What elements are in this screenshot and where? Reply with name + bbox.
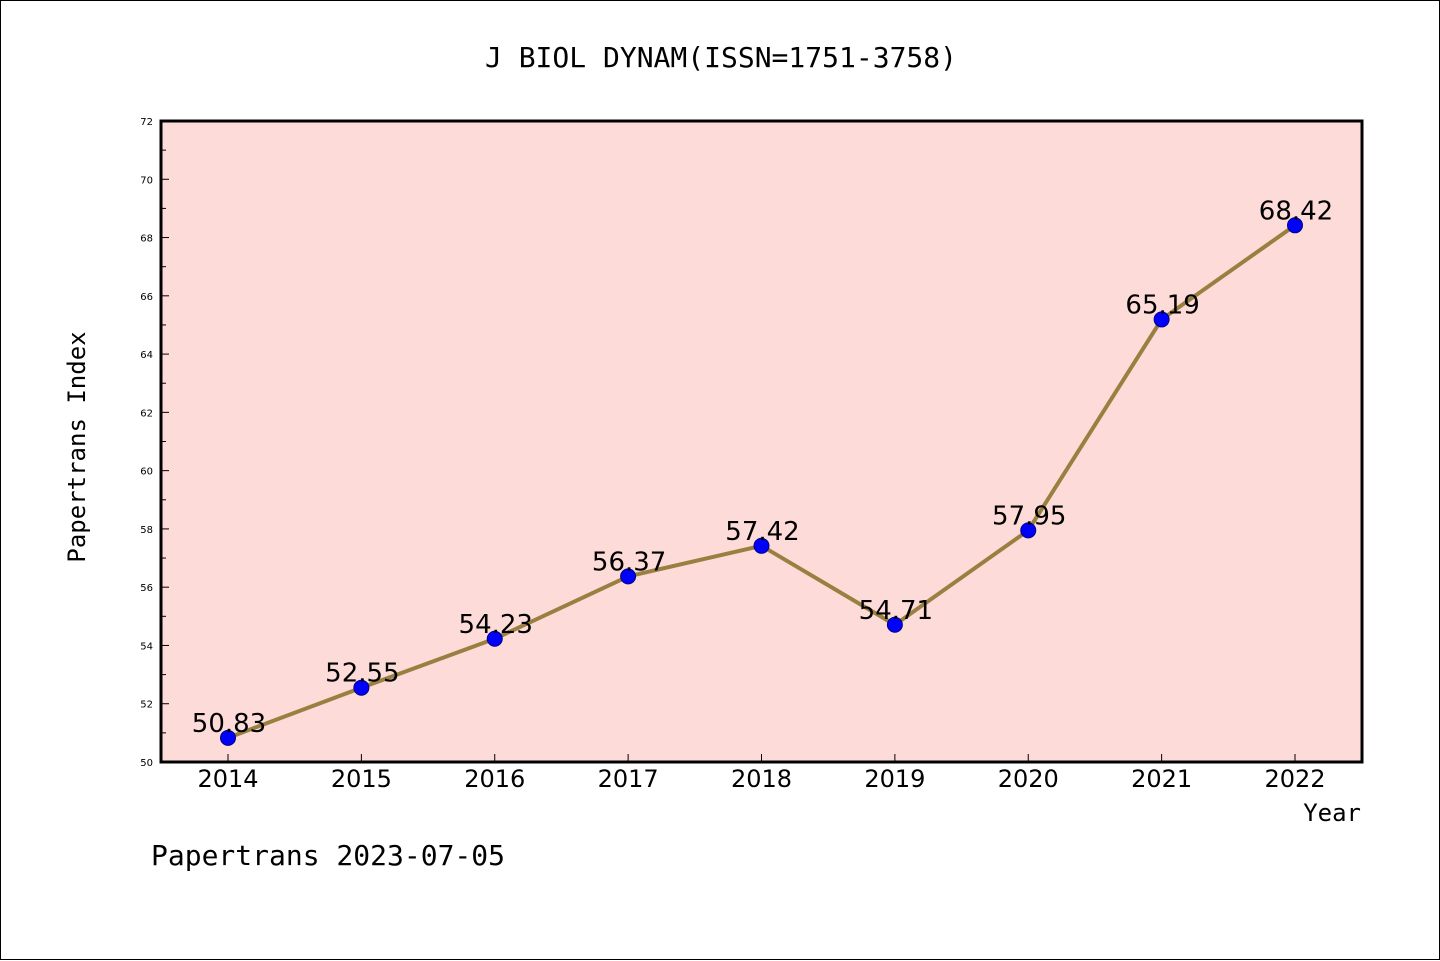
x-tick-label: 2020 [998,765,1059,793]
y-tick-label: 60 [140,467,153,478]
y-axis-label: Papertrans Index [63,331,91,562]
x-axis: 2014 2015 2016 2017 2018 2019 2020 2021 2022 [197,754,1326,793]
data-label: 57.42 [725,517,799,547]
x-tick-label: 2016 [464,765,525,793]
y-axis: 50 52 54 56 58 60 62 64 66 68 70 72 [140,117,169,769]
data-label: 65.19 [1125,290,1199,320]
data-point [620,568,637,585]
y-tick-label: 68 [140,234,153,245]
y-tick-label: 56 [140,583,153,594]
x-tick-label: 2014 [197,765,258,793]
x-tick-label: 2021 [1131,765,1192,793]
data-point [220,729,236,746]
data-point [486,630,503,647]
data-point [353,679,370,696]
y-tick-label: 62 [140,408,153,419]
y-tick-label: 52 [140,700,153,711]
data-label: 68.42 [1259,196,1333,226]
data-label: 56.37 [592,547,666,577]
footer-credit: Papertrans 2023-07-05 [151,839,505,872]
series-papertrans-index [220,217,1303,746]
plot-area [159,119,1364,764]
data-point [1153,311,1170,328]
x-tick-label: 2022 [1264,765,1325,793]
data-point [753,537,770,554]
data-point [1287,217,1303,234]
y-tick-label: 64 [140,350,153,361]
data-point [886,616,903,633]
data-point [1020,522,1037,539]
y-tick-label: 58 [140,525,153,536]
chart-title: J BIOL DYNAM(ISSN=1751-3758) [485,41,957,74]
x-tick-label: 2015 [331,765,392,793]
y-tick-label: 70 [140,175,153,186]
y-tick-label: 54 [140,641,153,652]
y-tick-label: 50 [140,758,153,769]
data-label: 54.71 [859,596,933,626]
x-tick-label: 2017 [598,765,659,793]
y-tick-label: 66 [140,292,153,303]
y-tick-label: 72 [140,117,153,128]
x-axis-label: Year [1303,799,1361,827]
data-labels: 50.83 52.55 54.23 56.37 57.42 54.71 57.95 65.19… [192,196,1333,739]
x-tick-label: 2019 [864,765,925,793]
data-label: 54.23 [459,610,533,640]
data-label: 50.83 [192,709,266,739]
data-label: 52.55 [325,659,399,689]
x-tick-label: 2018 [731,765,792,793]
data-label: 57.95 [992,501,1066,531]
